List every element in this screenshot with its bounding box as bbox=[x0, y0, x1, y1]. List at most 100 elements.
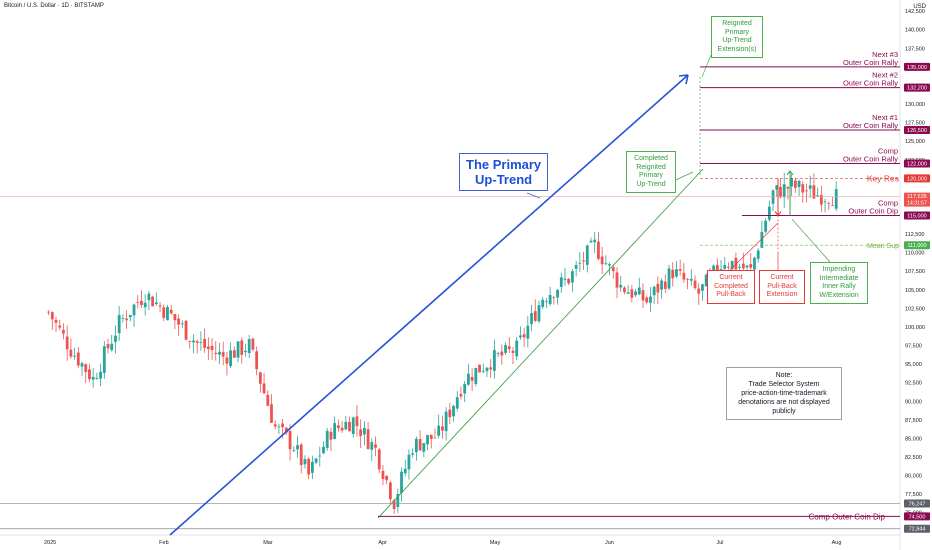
candle-body bbox=[660, 280, 663, 290]
completed-callout: Completed Reignited Primary Up-Trend bbox=[626, 151, 676, 193]
candle-body bbox=[779, 186, 782, 198]
candle-body bbox=[656, 283, 660, 293]
candle-body bbox=[62, 329, 65, 334]
level-tag-text-next3: 135,000 bbox=[907, 65, 927, 71]
candle-body bbox=[392, 500, 396, 510]
candle-body bbox=[76, 352, 80, 366]
candle-body bbox=[296, 445, 299, 450]
candle-body bbox=[630, 289, 634, 298]
candle-body bbox=[65, 336, 69, 350]
reignited-line-1: Reignited bbox=[722, 20, 752, 27]
candle-body bbox=[140, 300, 143, 305]
candle-body bbox=[481, 370, 485, 372]
candle-body bbox=[574, 264, 578, 269]
candle-body bbox=[812, 185, 816, 199]
y-tick-label: 140,000 bbox=[905, 28, 925, 34]
note-line-2: Trade Selector System bbox=[748, 381, 820, 388]
candle-body bbox=[634, 291, 637, 296]
candle-body bbox=[151, 296, 155, 307]
candle-body bbox=[106, 344, 110, 349]
candle-body bbox=[154, 302, 158, 305]
level-label-next3-1: Next #3 bbox=[872, 50, 898, 59]
candle-body bbox=[489, 367, 493, 370]
candle-body bbox=[333, 423, 337, 439]
candle-body bbox=[136, 302, 140, 303]
y-tick-label: 125,000 bbox=[905, 139, 925, 145]
key-res-tag-text: 120,000 bbox=[907, 176, 927, 182]
candle-body bbox=[99, 371, 102, 379]
y-tick-label: 127,500 bbox=[905, 121, 925, 127]
candle-body bbox=[452, 405, 455, 417]
current-pullback-ext-line-2: Pull-Back bbox=[767, 282, 797, 290]
candle-body bbox=[537, 305, 541, 322]
candle-body bbox=[322, 446, 325, 454]
y-tick-label: 107,500 bbox=[905, 269, 925, 275]
candle-body bbox=[255, 351, 259, 370]
candle-body bbox=[50, 312, 54, 320]
candle-body bbox=[147, 293, 151, 301]
candle-body bbox=[288, 431, 292, 450]
candle-body bbox=[470, 376, 474, 381]
y-tick-label: 105,000 bbox=[905, 288, 925, 294]
candle-body bbox=[240, 340, 244, 355]
x-tick-label: Mar bbox=[263, 540, 273, 546]
current-price-tag-text: 117,535 bbox=[907, 194, 926, 200]
current-pullback-ext-line-3: Extension bbox=[766, 291, 798, 298]
level-tag-comp-rally bbox=[904, 159, 930, 168]
candle-body bbox=[519, 335, 522, 338]
level-label-next1-2: Outer Coin Rally bbox=[843, 121, 898, 130]
candle-body bbox=[58, 325, 62, 328]
candle-body bbox=[756, 250, 760, 259]
candle-body bbox=[500, 351, 504, 356]
primary-trend-line-1: The Primary bbox=[466, 157, 542, 172]
candle-body bbox=[548, 295, 552, 305]
candle-body bbox=[366, 429, 370, 449]
candle-body bbox=[827, 203, 831, 205]
level-label-comp-dip-2: Outer Coin Dip bbox=[848, 206, 898, 215]
candle-body bbox=[47, 311, 50, 313]
candle-body bbox=[351, 417, 355, 435]
candle-body bbox=[229, 350, 233, 367]
candle-body bbox=[258, 372, 262, 384]
candle-body bbox=[381, 470, 385, 479]
candle-body bbox=[307, 458, 311, 475]
candle-body bbox=[422, 443, 426, 452]
y-tick-label: 87,500 bbox=[905, 418, 922, 424]
candle-body bbox=[414, 438, 418, 453]
candle-body bbox=[444, 411, 448, 432]
candle-body bbox=[180, 323, 184, 325]
candle-body bbox=[589, 240, 593, 243]
candle-body bbox=[493, 350, 496, 371]
level-tag-text-comp-dip: 115,000 bbox=[907, 213, 926, 219]
candle-body bbox=[645, 297, 649, 303]
level-label-comp-rally-1: Comp bbox=[878, 146, 898, 155]
y-tick-label: 100,000 bbox=[905, 325, 925, 331]
impending-line-1: Impending bbox=[822, 266, 856, 273]
y-tick-label: 77,500 bbox=[905, 492, 922, 498]
candle-body bbox=[831, 205, 834, 207]
x-tick-label: Aug bbox=[832, 540, 842, 546]
candle-body bbox=[232, 350, 236, 358]
symbol-title[interactable]: Bitcoin / U.S. Dollar · 1D · BITSTAMP bbox=[4, 3, 104, 9]
candle-body bbox=[533, 311, 537, 321]
level-tag-text-next1: 126,500 bbox=[907, 128, 927, 134]
level-tag-text-next2: 132,200 bbox=[907, 86, 927, 92]
note-line-4: denotations are not displayed publicly bbox=[738, 399, 830, 415]
reignited-trend-line bbox=[377, 168, 704, 519]
level-label-comp-rally-2: Outer Coin Rally bbox=[843, 154, 898, 163]
candle-body bbox=[310, 461, 314, 473]
candle-body bbox=[652, 286, 656, 296]
candle-body bbox=[686, 279, 689, 281]
candle-body bbox=[522, 334, 526, 338]
candle-body bbox=[697, 288, 701, 294]
candle-body bbox=[132, 304, 136, 316]
candle-body bbox=[277, 426, 281, 428]
note-box: Note: Trade Selector System price-action… bbox=[726, 367, 842, 420]
candle-body bbox=[340, 427, 344, 431]
key-res-tag bbox=[904, 174, 930, 183]
candle-body bbox=[678, 269, 682, 271]
level-label-comp-outer-dip: Comp Outer Coin Dip bbox=[809, 512, 886, 521]
candle-body bbox=[738, 266, 742, 268]
